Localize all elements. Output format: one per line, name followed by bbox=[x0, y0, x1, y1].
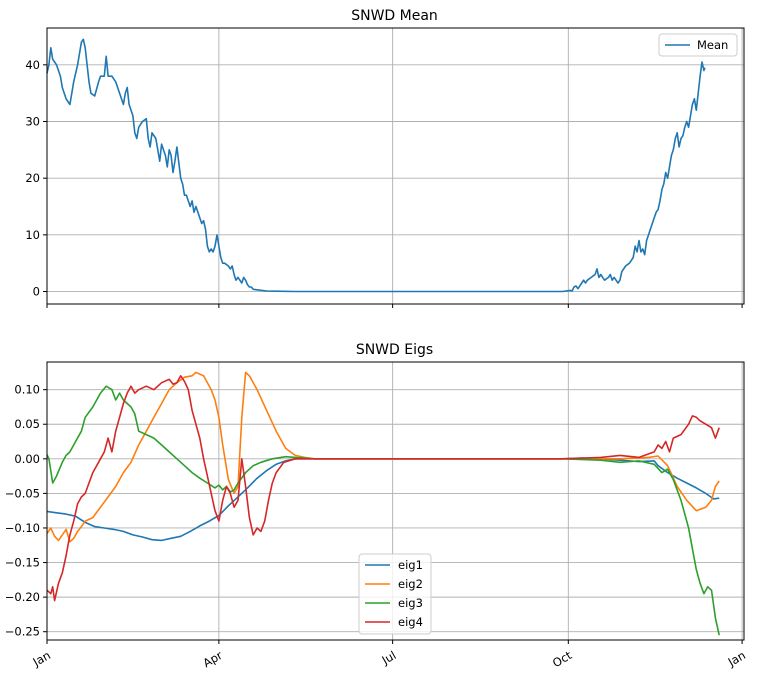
eigs-y-tick-label: −0.20 bbox=[5, 590, 40, 604]
mean-chart-title: SNWD Mean bbox=[351, 8, 438, 24]
eigs-y-tick-label: 0.05 bbox=[14, 417, 40, 431]
eigs-y-tick-label: −0.15 bbox=[5, 556, 40, 570]
eigs-chart-title: SNWD Eigs bbox=[356, 342, 433, 358]
eigs-legend-label-eig2: eig2 bbox=[398, 577, 423, 591]
eigs-series-eig4-line bbox=[46, 375, 720, 602]
eigs-axis-ticks: Jan Apr Jul Oct Jan −0.25 −0.20 −0.15 −0.10 −0.05… bbox=[5, 383, 748, 671]
eigs-series-layer bbox=[46, 371, 720, 636]
eigs-plot-frame bbox=[46, 361, 745, 641]
mean-y-tick-label: 0 bbox=[33, 285, 40, 299]
mean-plot-frame bbox=[46, 27, 745, 305]
eigs-legend: eig1 eig2 eig3 eig4 bbox=[358, 553, 432, 635]
eigs-legend-label-eig1: eig1 bbox=[398, 558, 423, 572]
eigs-x-tick-label: Jan bbox=[725, 648, 748, 669]
mean-series-layer bbox=[46, 38, 706, 293]
eigs-legend-label-eig4: eig4 bbox=[398, 615, 423, 629]
eigs-series-eig1-line bbox=[46, 457, 720, 542]
eigs-legend-label-eig3: eig3 bbox=[398, 596, 423, 610]
eigs-panel: SNWD Eigs Jan Apr Jul Oct Jan −0.25 −0.20 −0.15… bbox=[5, 342, 748, 670]
eigs-legend-box bbox=[358, 553, 432, 635]
mean-panel: SNWD Mean 0 10 20 30 40 Mean bbox=[25, 8, 745, 308]
eigs-x-tick-label: Jul bbox=[379, 648, 399, 668]
eigs-series-eig3-line bbox=[46, 385, 720, 636]
mean-y-tick-label: 30 bbox=[25, 115, 40, 129]
mean-y-tick-label: 40 bbox=[25, 58, 40, 72]
eigs-y-tick-label: 0.10 bbox=[14, 383, 40, 397]
mean-y-tick-label: 10 bbox=[25, 228, 40, 242]
eigs-x-tick-label: Apr bbox=[201, 648, 225, 670]
eigs-y-tick-label: 0.00 bbox=[14, 452, 40, 466]
eigs-y-tick-label: −0.10 bbox=[5, 521, 40, 535]
eigs-y-tick-label: −0.25 bbox=[5, 625, 40, 639]
mean-axis-ticks: 0 10 20 30 40 bbox=[25, 58, 743, 308]
eigs-x-tick-label: Jan bbox=[30, 648, 53, 669]
eigs-x-tick-label: Oct bbox=[550, 648, 575, 670]
mean-series-mean-line bbox=[46, 38, 706, 293]
mean-legend: Mean bbox=[658, 33, 738, 57]
mean-legend-label: Mean bbox=[697, 38, 728, 52]
eigs-y-tick-label: −0.05 bbox=[5, 486, 40, 500]
eigs-series-eig2-line bbox=[46, 371, 720, 543]
mean-legend-box bbox=[658, 33, 738, 57]
mean-y-tick-label: 20 bbox=[25, 171, 40, 185]
mean-gridlines bbox=[46, 28, 744, 304]
